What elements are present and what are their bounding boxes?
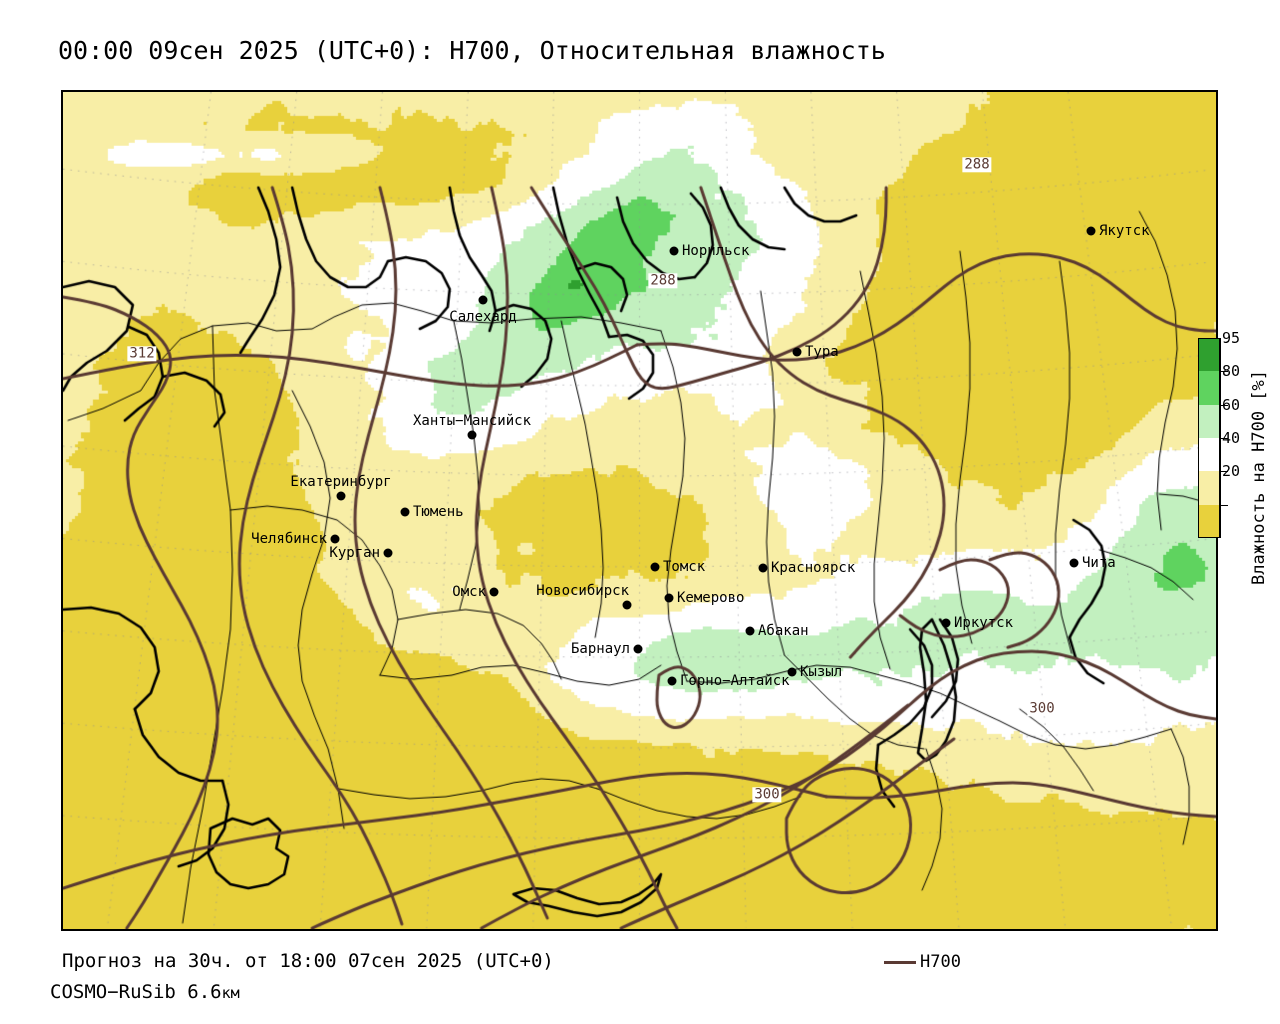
- contour-label: 288: [648, 272, 678, 289]
- colorbar-band: [1198, 404, 1220, 438]
- forecast-info: Прогноз на 30ч. от 18:00 07сен 2025 (UTC…: [62, 950, 554, 972]
- colorbar-band: [1198, 338, 1220, 372]
- colorbar-tick: [1221, 404, 1228, 406]
- colorbar-band: [1198, 371, 1220, 405]
- colorbar-title: Влажность на H700 [%]: [1249, 370, 1269, 585]
- page-title: 00:00 09сен 2025 (UTC+0): H700, Относите…: [58, 36, 886, 65]
- colorbar-tick: [1221, 471, 1228, 473]
- colorbar-tick-label: 80: [1222, 362, 1241, 381]
- colorbar: 95 80 60 40 20: [1198, 329, 1240, 538]
- contour-label: 312: [127, 345, 157, 362]
- colorbar-tick: [1221, 371, 1228, 373]
- colorbar-band: [1198, 471, 1220, 505]
- model-unit: км: [221, 984, 240, 1002]
- h700-line-swatch: [884, 960, 916, 964]
- colorbar-band: [1198, 504, 1220, 538]
- h700-legend-label: H700: [920, 952, 961, 972]
- colorbar-tick-label: 40: [1222, 429, 1241, 447]
- colorbar-band: [1198, 438, 1220, 472]
- colorbar-tick: [1221, 504, 1228, 506]
- colorbar-tick: [1221, 438, 1228, 439]
- model-name: COSMO−RuSib 6.6: [50, 981, 222, 1003]
- map-frame[interactable]: Норильск Якутск Салехард Тура Ханты−Мансийск…: [61, 90, 1218, 931]
- colorbar-tick-label: 60: [1222, 395, 1241, 414]
- legend-h700: H700: [884, 952, 961, 972]
- contour-label: 300: [752, 786, 782, 803]
- contour-label: 300: [1027, 700, 1057, 717]
- colorbar-tick-label: 20: [1222, 462, 1241, 481]
- model-info: COSMO−RuSib 6.6км: [50, 981, 240, 1003]
- colorbar-tick-label: 95: [1222, 329, 1241, 347]
- contour-label: 288: [962, 156, 992, 173]
- humidity-map-canvas[interactable]: [63, 92, 1216, 929]
- colorbar-axis: [1220, 338, 1221, 538]
